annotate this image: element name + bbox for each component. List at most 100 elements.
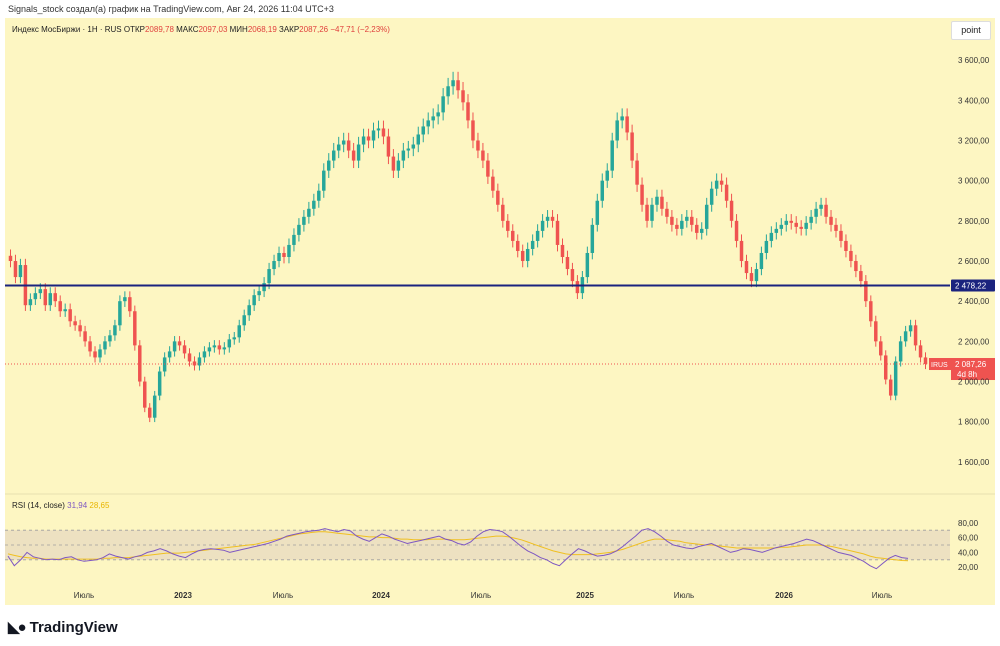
price-tick-label: 3 000,00 xyxy=(958,177,990,186)
candle-body xyxy=(729,200,734,221)
candle-body xyxy=(695,224,699,233)
time-tick-label: 2025 xyxy=(576,591,594,600)
candle-body xyxy=(207,347,212,352)
candle-body xyxy=(277,252,281,262)
candle-body xyxy=(903,331,908,342)
candle-body xyxy=(660,196,664,209)
candle-body xyxy=(610,140,614,171)
candle-body xyxy=(287,244,291,257)
candle-body xyxy=(138,345,142,382)
rsi-levels xyxy=(5,529,950,561)
candle-body xyxy=(605,170,609,181)
candle-body xyxy=(550,216,555,221)
candle-body xyxy=(600,180,605,201)
candle-body xyxy=(247,305,251,316)
candle-body xyxy=(809,216,813,223)
candle-body xyxy=(471,120,475,141)
candle-body xyxy=(202,351,207,358)
open-label: ОТКР xyxy=(123,25,145,34)
candle-body xyxy=(118,301,122,326)
rsi-legend: RSI (14, close) 31,94 28,65 xyxy=(12,501,109,510)
candle-body xyxy=(869,301,873,322)
candle-body xyxy=(103,341,107,350)
candle-body xyxy=(769,232,774,241)
candle-body xyxy=(217,345,222,350)
high-label: МАКС xyxy=(176,25,199,34)
candle-body xyxy=(675,224,679,229)
rsi-ma-value: 28,65 xyxy=(89,501,110,510)
candle-body xyxy=(615,120,619,141)
candle-body xyxy=(33,293,38,300)
candle-body xyxy=(719,180,724,185)
rsi-tick-label: 40,00 xyxy=(958,548,979,557)
horizontal-line[interactable]: 2 478,22 xyxy=(5,279,995,292)
candle-body xyxy=(421,126,425,135)
candle-body xyxy=(874,321,878,342)
candle-body xyxy=(824,204,828,217)
candle-body xyxy=(834,224,838,231)
candle-body xyxy=(734,220,739,241)
time-tick-label: 2026 xyxy=(775,591,793,600)
point-button[interactable]: point xyxy=(951,21,991,40)
candle-body xyxy=(411,144,416,149)
candle-body xyxy=(172,341,177,352)
candle-body xyxy=(262,283,266,292)
candle-body xyxy=(565,257,570,270)
candle-body xyxy=(371,130,376,141)
low-value: 2068,19 xyxy=(247,25,277,34)
candle-body xyxy=(630,132,634,161)
time-tick-label: Июль xyxy=(273,591,293,600)
candle-body xyxy=(555,220,560,245)
candle-body xyxy=(774,228,779,233)
candle-body xyxy=(575,281,580,294)
candle-body xyxy=(212,345,217,348)
close-label: ЗАКР xyxy=(279,25,300,34)
candle-body xyxy=(431,116,435,121)
price-tick-label: 2 200,00 xyxy=(958,337,990,346)
candle-body xyxy=(83,331,87,342)
candle-body xyxy=(28,299,33,306)
candle-body xyxy=(182,345,187,354)
candle-body xyxy=(192,361,197,366)
hline-price-tag xyxy=(951,279,995,292)
candle-body xyxy=(804,222,808,229)
rsi-name: RSI (14, close) xyxy=(12,501,65,510)
candle-body xyxy=(386,136,391,157)
candle-body xyxy=(650,204,654,221)
candle-body xyxy=(764,240,769,253)
candle-body xyxy=(486,160,490,177)
candle-body xyxy=(63,309,67,312)
rsi-axis: 80,00 60,00 40,00 20,00 xyxy=(958,519,979,572)
candle-body xyxy=(739,240,744,262)
time-axis: Июль 2023 Июль 2024 Июль 2025 Июль 2026 Июль xyxy=(74,591,892,600)
candle-body xyxy=(351,150,356,161)
low-label: МИН xyxy=(229,25,248,34)
candle-body xyxy=(307,208,311,217)
candle-body xyxy=(744,261,749,274)
price-tick-label: 2 800,00 xyxy=(958,217,990,226)
tradingview-logo[interactable]: ◣● TradingView xyxy=(8,618,118,637)
price-tick-label: 1 800,00 xyxy=(958,418,990,427)
candle-body xyxy=(396,160,401,171)
candle-body xyxy=(272,261,276,270)
candle-body xyxy=(346,140,351,151)
candle-body xyxy=(58,301,62,312)
candle-body xyxy=(520,250,525,262)
open-value: 2089,78 xyxy=(144,25,174,34)
candle-body xyxy=(709,188,714,205)
candle-body xyxy=(839,230,843,241)
candle-body xyxy=(511,230,515,241)
candle-body xyxy=(18,265,23,278)
candle-body xyxy=(257,291,261,296)
last-price-label: 2 087,26 xyxy=(955,360,987,369)
price-tick-label: 1 600,00 xyxy=(958,458,990,467)
price-tick-label: 2 600,00 xyxy=(958,257,990,266)
candle-body xyxy=(883,355,888,380)
candle-body xyxy=(366,136,371,141)
candle-body xyxy=(645,204,649,221)
candle-body xyxy=(282,252,286,257)
candle-body xyxy=(157,371,162,396)
candle-body xyxy=(68,309,72,322)
